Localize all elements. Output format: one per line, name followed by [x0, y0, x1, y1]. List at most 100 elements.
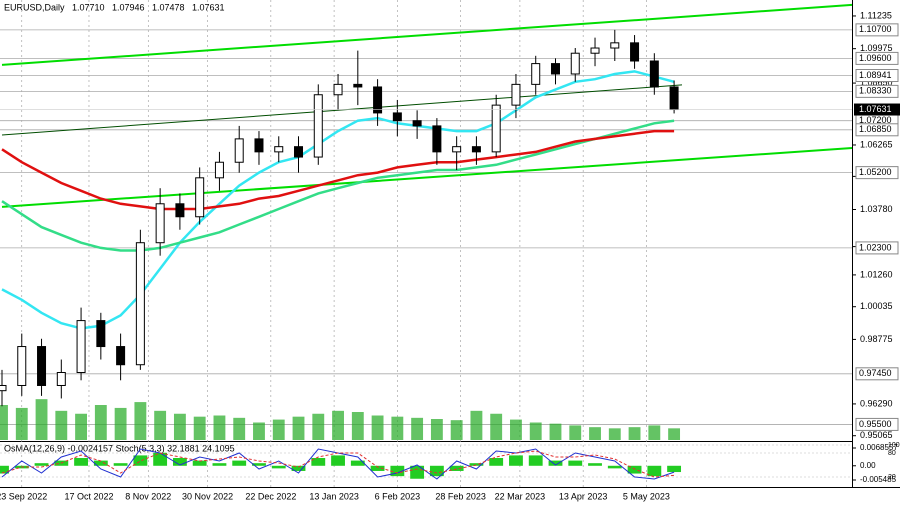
volume-bar	[75, 413, 87, 440]
candle-body	[195, 177, 205, 218]
candle-body	[590, 47, 600, 54]
osma-bar	[93, 460, 108, 466]
candle-body	[432, 125, 442, 153]
level-label: 1.08330	[859, 86, 892, 96]
volume-bar	[272, 419, 285, 440]
x-tick-label: 22 Mar 2023	[495, 491, 546, 501]
x-tick-label: 23 Sep 2022	[0, 491, 47, 501]
osma-bar	[429, 465, 444, 477]
x-tick-label: 30 Nov 2022	[182, 491, 233, 501]
volume-bar	[648, 425, 661, 440]
osma-bar	[74, 457, 88, 466]
x-tick-label: 8 Nov 2022	[125, 491, 171, 501]
volume-bar	[114, 407, 127, 440]
volume-bar	[0, 405, 8, 440]
volume-bar	[173, 413, 186, 440]
osma-bar	[133, 455, 148, 466]
x-tick-label: 28 Feb 2023	[435, 491, 486, 501]
osc-tick-label: -0.005485	[860, 475, 897, 484]
osma-bar	[291, 465, 306, 471]
volume-bar	[312, 413, 325, 440]
level-box	[855, 367, 899, 381]
candle-body	[116, 346, 126, 366]
candle-body	[313, 94, 323, 158]
y-tick-label: 0.96290	[860, 398, 893, 408]
level-box	[855, 69, 899, 83]
candle-body	[37, 346, 47, 386]
volume-bar	[35, 399, 48, 440]
osma-bar	[0, 465, 9, 474]
level-box	[855, 166, 899, 180]
candle-body	[649, 60, 659, 88]
level-box	[855, 23, 899, 37]
level-box	[855, 51, 899, 65]
candle-body	[135, 242, 145, 366]
candle-body	[452, 146, 462, 153]
level-box	[855, 241, 899, 255]
candle-body	[610, 42, 620, 49]
y-tick-label: 1.01260	[860, 269, 893, 279]
y-tick-label: 1.09975	[860, 43, 893, 53]
candle-body	[254, 138, 264, 153]
volume-bar	[15, 407, 28, 440]
level-label: 1.06850	[859, 124, 892, 134]
y-tick-label: 1.03780	[860, 204, 893, 214]
header-value: 1.07478	[152, 2, 185, 12]
osma-bar	[390, 465, 405, 477]
trendline	[1, 3, 853, 66]
level-box	[855, 123, 899, 137]
osma-bar	[34, 463, 49, 466]
candle-body	[669, 86, 679, 111]
volume-bar	[450, 420, 463, 440]
volume-bar	[470, 410, 483, 440]
last-price-label: 1.07631	[859, 104, 892, 114]
header-value: 1.07710	[72, 2, 105, 12]
volume-bar	[430, 419, 443, 440]
header-value: 1.07946	[112, 2, 145, 12]
osma-bar	[331, 455, 345, 466]
y-tick-label: 1.06265	[860, 139, 893, 149]
y-tick-label: 0.98775	[860, 334, 893, 344]
x-tick-label: 13 Jan 2023	[309, 491, 359, 501]
candle-body	[412, 120, 422, 127]
x-tick-label: 5 May 2023	[623, 491, 670, 501]
y-tick-label: 0.95065	[860, 430, 893, 440]
osma-bar	[607, 465, 622, 469]
volume-bar	[292, 416, 305, 440]
candle-body	[56, 372, 66, 386]
candle-body	[175, 203, 185, 218]
x-tick-label: 17 Oct 2022	[64, 491, 113, 501]
candle-body	[155, 203, 165, 244]
x-tick-label: 22 Dec 2022	[245, 491, 296, 501]
osma-bar	[410, 465, 425, 479]
y-tick-label: 1.00035	[860, 301, 893, 311]
volume-bar	[193, 416, 206, 440]
volume-bar	[134, 402, 147, 440]
level-label: 1.07200	[859, 115, 892, 125]
level-label: 1.02300	[859, 242, 892, 252]
osma-bar	[528, 455, 543, 466]
volume-bar	[253, 422, 265, 440]
osma-bar	[370, 465, 385, 471]
candle-body	[491, 104, 501, 153]
candle-body	[392, 112, 402, 122]
symbol: EURUSD,Daily	[4, 2, 65, 12]
volume-bar	[94, 405, 107, 440]
osma-bar	[192, 460, 207, 466]
volume-bar	[549, 423, 562, 440]
level-label: 1.05200	[859, 167, 892, 177]
osc-tick-label: 0.00	[860, 461, 876, 470]
osma-bar	[113, 463, 128, 466]
osma-bar	[548, 460, 563, 466]
volume-bar	[529, 422, 542, 440]
stoch-tick-label: 80	[888, 450, 896, 457]
trendline	[1, 84, 683, 136]
level-label: 1.10700	[859, 24, 892, 34]
candle-body	[0, 384, 7, 392]
candle-body	[333, 83, 343, 96]
trendline	[1, 147, 853, 208]
volume-bar	[490, 413, 503, 440]
candle-body	[570, 52, 580, 75]
volume-bar	[233, 417, 246, 440]
